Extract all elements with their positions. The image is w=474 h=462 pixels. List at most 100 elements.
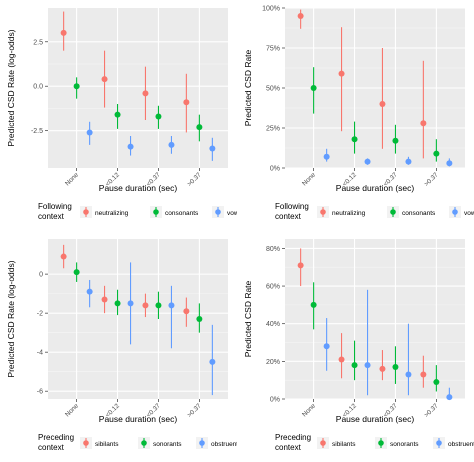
point-consonants — [310, 85, 317, 91]
y-axis-title: Predicted CSD Rate (log-odds) — [6, 29, 16, 146]
point-consonants — [155, 113, 162, 120]
point-sibilants — [183, 308, 190, 315]
legend-label: consonants — [165, 210, 199, 217]
legend-label: obstruents — [211, 441, 237, 448]
y-tick-label: -2 — [37, 311, 43, 318]
point-obstruents — [405, 371, 412, 378]
legend-key-point — [320, 209, 326, 215]
point-vowels — [364, 158, 371, 165]
legend-key-point — [199, 440, 205, 446]
legend-key-point — [83, 209, 89, 215]
point-sibilants — [420, 371, 427, 378]
point-consonants — [73, 83, 80, 90]
legend-key-point — [390, 209, 396, 215]
point-sibilants — [60, 253, 67, 260]
y-tick-label: 80% — [266, 246, 280, 253]
chart-top-right: 0%25%50%75%100%None <0.12 <0.37 >0.37Pause … — [243, 6, 474, 222]
point-neutralizing — [101, 76, 108, 83]
legend-title: context — [38, 443, 65, 452]
x-tick-label: None — [64, 402, 80, 418]
x-axis-title: Pause duration (sec) — [99, 414, 178, 424]
point-vowels — [323, 153, 330, 160]
y-tick-label: 100% — [262, 6, 280, 13]
point-sonorants — [114, 300, 121, 307]
legend-label: neutralizing — [332, 210, 366, 217]
point-vowels — [405, 158, 412, 165]
plot-background — [285, 239, 465, 399]
point-vowels — [86, 129, 93, 136]
chart-panel-bottom-left: 0 -2 -4 -6 None <0.12 <0.37 >0.37 Pause duration… — [0, 231, 237, 462]
point-obstruents — [209, 358, 216, 365]
y-axis-title: Predicted CSD Rate — [243, 280, 253, 357]
point-neutralizing — [183, 99, 190, 106]
legend-key-point — [452, 209, 458, 215]
legend-label: vowels — [464, 210, 474, 217]
point-sonorants — [73, 269, 80, 276]
point-consonants — [196, 124, 203, 131]
point-consonants — [114, 111, 121, 118]
x-tick-label: >0.37 — [186, 402, 203, 419]
chart-panel-top-right: 0% 25% 50% 75% 100% None <0.12 <0.37 >0.37 Pause … — [237, 0, 474, 231]
point-obstruents — [168, 302, 175, 309]
legend-title: context — [275, 443, 302, 452]
legend-key-point — [83, 440, 89, 446]
legend-key-point — [378, 440, 384, 446]
x-axis-title: Pause duration (sec) — [336, 183, 415, 193]
y-tick-label: 0% — [270, 397, 280, 404]
point-obstruents — [323, 343, 330, 350]
y-tick-label: -2.5 — [31, 128, 43, 135]
point-vowels — [209, 145, 216, 152]
legend-title: context — [38, 212, 65, 221]
x-tick-label: >0.37 — [186, 171, 203, 188]
point-neutralizing — [338, 70, 345, 77]
point-sibilants — [142, 302, 149, 309]
chart-panel-bottom-right: 0% 20% 40% 60% 80% None <0.12 <0.37 >0.37 Pause d… — [237, 231, 474, 462]
x-axis-title: Pause duration (sec) — [336, 414, 415, 424]
legend-key-point — [141, 440, 147, 446]
legend-key-point — [153, 209, 159, 215]
point-sibilants — [101, 296, 108, 303]
point-obstruents — [446, 394, 453, 401]
point-obstruents — [364, 362, 371, 369]
x-axis-title: Pause duration (sec) — [99, 183, 178, 193]
x-tick-label: >0.37 — [423, 402, 440, 419]
legend-label: neutralizing — [95, 210, 129, 217]
y-tick-label: 60% — [266, 284, 280, 291]
point-neutralizing — [420, 120, 427, 127]
y-tick-label: 50% — [266, 86, 280, 93]
point-sibilants — [379, 365, 386, 372]
x-tick-label: None — [64, 171, 80, 187]
legend-label: consonants — [402, 210, 436, 217]
legend-title: Preceding — [38, 433, 74, 442]
chart-panel-top-left: 2.5 0.0 -2.5 None <0.12 <0.37 >0.37 Pause durat… — [0, 0, 237, 231]
y-tick-label: -4 — [37, 350, 43, 357]
y-tick-label: 2.5 — [33, 39, 43, 46]
y-axis-title: Predicted CSD Rate — [243, 49, 253, 126]
legend-label: sonorants — [153, 441, 182, 448]
point-sibilants — [338, 356, 345, 363]
legend-label: vowels — [227, 210, 237, 217]
legend-title: Preceding — [275, 433, 311, 442]
x-tick-label: None — [301, 171, 317, 187]
point-vowels — [127, 143, 134, 150]
x-tick-label: >0.37 — [423, 171, 440, 188]
point-consonants — [351, 136, 358, 143]
legend-title: Following — [275, 202, 309, 211]
legend-label: sibilants — [332, 441, 356, 448]
point-vowels — [168, 141, 175, 148]
point-sonorants — [310, 301, 317, 308]
point-obstruents — [127, 300, 134, 307]
point-sonorants — [155, 302, 162, 309]
legend-title: context — [275, 212, 302, 221]
point-sonorants — [196, 316, 203, 322]
legend-label: sonorants — [390, 441, 419, 448]
point-neutralizing — [142, 90, 149, 97]
point-neutralizing — [60, 29, 67, 36]
